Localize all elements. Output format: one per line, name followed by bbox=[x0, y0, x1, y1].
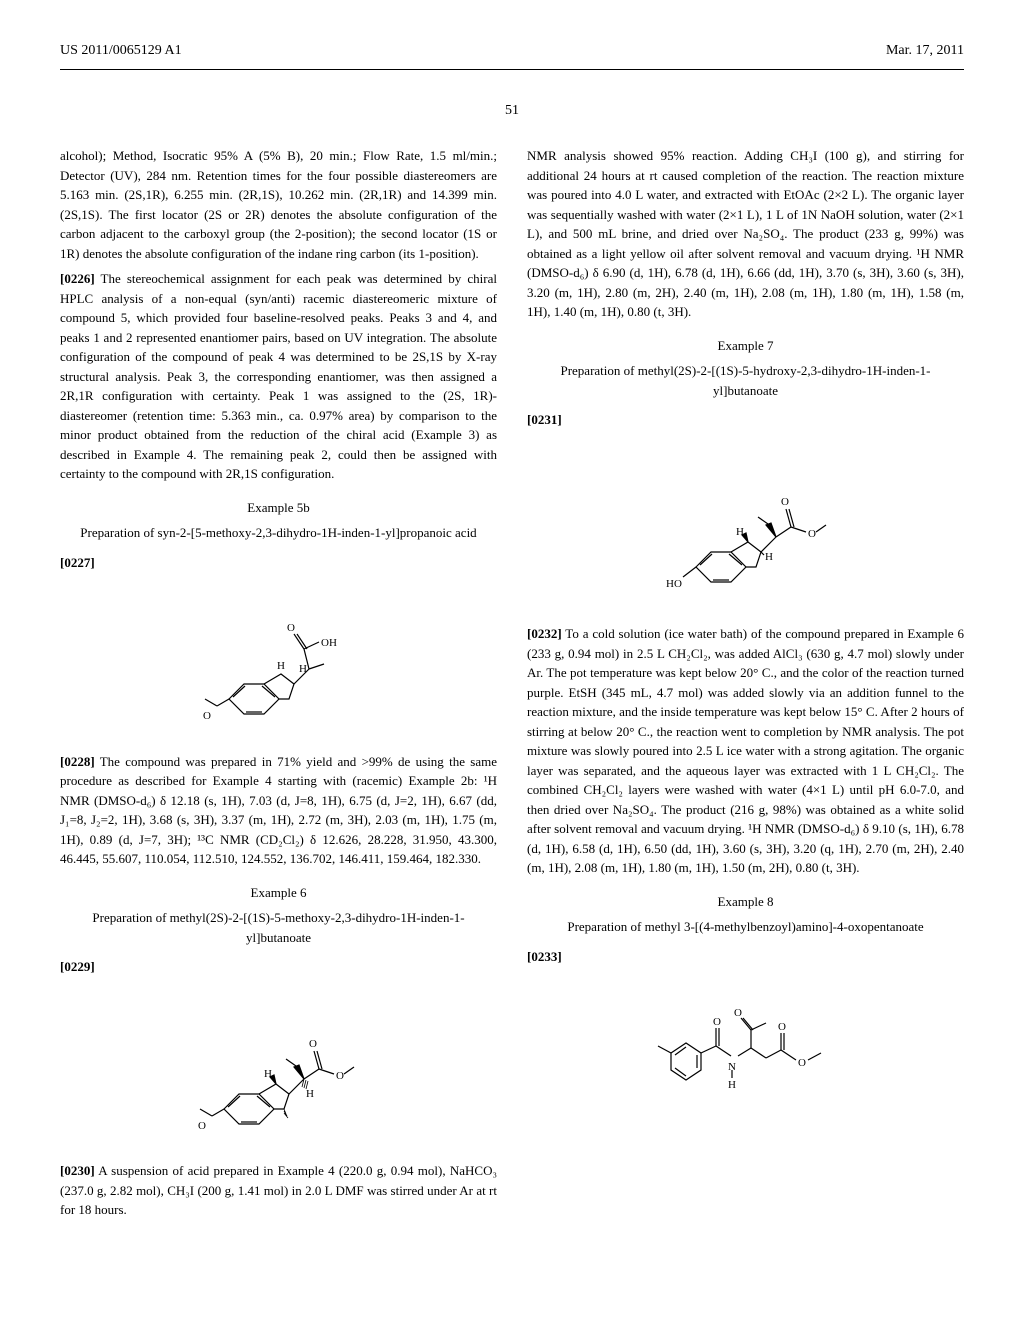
svg-text:O: O bbox=[713, 1016, 721, 1028]
svg-text:H: H bbox=[264, 1068, 272, 1080]
svg-text:O: O bbox=[203, 710, 211, 722]
para-number: [0229] bbox=[60, 959, 95, 974]
paragraph: alcohol); Method, Isocratic 95% A (5% B)… bbox=[60, 146, 497, 263]
para-text: The stereochemical assignment for each p… bbox=[60, 271, 497, 481]
para-text: A suspension of acid prepared in Example… bbox=[60, 1163, 497, 1217]
svg-text:O: O bbox=[336, 1070, 344, 1082]
example-subtitle: Preparation of methyl(2S)-2-[(1S)-5-meth… bbox=[60, 908, 497, 947]
svg-text:H: H bbox=[277, 660, 285, 672]
svg-text:H: H bbox=[299, 663, 307, 675]
paragraph: [0227] bbox=[60, 553, 497, 573]
content-columns: alcohol); Method, Isocratic 95% A (5% B)… bbox=[60, 146, 964, 1226]
svg-text:H: H bbox=[728, 1079, 736, 1091]
page-number: 51 bbox=[60, 100, 964, 121]
right-column: NMR analysis showed 95% reaction. Adding… bbox=[527, 146, 964, 1226]
example-title: Example 8 bbox=[527, 892, 964, 912]
svg-text:O: O bbox=[781, 496, 789, 508]
svg-text:O: O bbox=[734, 1007, 742, 1019]
example-subtitle: Preparation of methyl 3-[(4-methylbenzoy… bbox=[527, 917, 964, 937]
example-subtitle: Preparation of syn-2-[5-methoxy-2,3-dihy… bbox=[60, 523, 497, 543]
para-number: [0232] bbox=[527, 626, 562, 641]
para-number: [0230] bbox=[60, 1163, 95, 1178]
svg-text:O: O bbox=[287, 622, 295, 634]
example-title: Example 7 bbox=[527, 336, 964, 356]
example-subtitle: Preparation of methyl(2S)-2-[(1S)-5-hydr… bbox=[527, 361, 964, 400]
paragraph: [0228] The compound was prepared in 71% … bbox=[60, 752, 497, 869]
page-header: US 2011/0065129 A1 Mar. 17, 2011 bbox=[60, 40, 964, 61]
patent-number: US 2011/0065129 A1 bbox=[60, 40, 182, 61]
paragraph: [0231] bbox=[527, 410, 964, 430]
para-number: [0233] bbox=[527, 949, 562, 964]
svg-text:H: H bbox=[306, 1088, 314, 1100]
para-number: [0226] bbox=[60, 271, 95, 286]
para-number: [0228] bbox=[60, 754, 95, 769]
header-rule bbox=[60, 69, 964, 70]
chemical-structure-7: HO H H O bbox=[527, 442, 964, 613]
svg-text:OH: OH bbox=[321, 637, 337, 649]
paragraph: [0226] The stereochemical assignment for… bbox=[60, 269, 497, 484]
svg-text:H: H bbox=[736, 526, 744, 538]
chemical-structure-6: O H H bbox=[60, 989, 497, 1150]
left-column: alcohol); Method, Isocratic 95% A (5% B)… bbox=[60, 146, 497, 1226]
paragraph: [0232] To a cold solution (ice water bat… bbox=[527, 624, 964, 878]
patent-date: Mar. 17, 2011 bbox=[886, 40, 964, 61]
paragraph: [0229] bbox=[60, 957, 497, 977]
para-number: [0227] bbox=[60, 555, 95, 570]
svg-text:O: O bbox=[798, 1057, 806, 1069]
svg-text:O: O bbox=[309, 1038, 317, 1050]
paragraph: NMR analysis showed 95% reaction. Adding… bbox=[527, 146, 964, 322]
svg-text:O: O bbox=[198, 1120, 206, 1132]
example-title: Example 6 bbox=[60, 883, 497, 903]
svg-text:H: H bbox=[765, 551, 773, 563]
paragraph: [0230] A suspension of acid prepared in … bbox=[60, 1161, 497, 1220]
para-text: To a cold solution (ice water bath) of t… bbox=[527, 626, 964, 875]
paragraph: [0233] bbox=[527, 947, 964, 967]
example-title: Example 5b bbox=[60, 498, 497, 518]
para-text: The compound was prepared in 71% yield a… bbox=[60, 754, 497, 867]
svg-text:O: O bbox=[778, 1021, 786, 1033]
chemical-structure-5b: H H O OH O bbox=[60, 584, 497, 740]
svg-text:HO: HO bbox=[666, 578, 682, 590]
svg-text:O: O bbox=[808, 528, 816, 540]
chemical-structure-8: O N H O bbox=[527, 978, 964, 1114]
para-number: [0231] bbox=[527, 412, 562, 427]
